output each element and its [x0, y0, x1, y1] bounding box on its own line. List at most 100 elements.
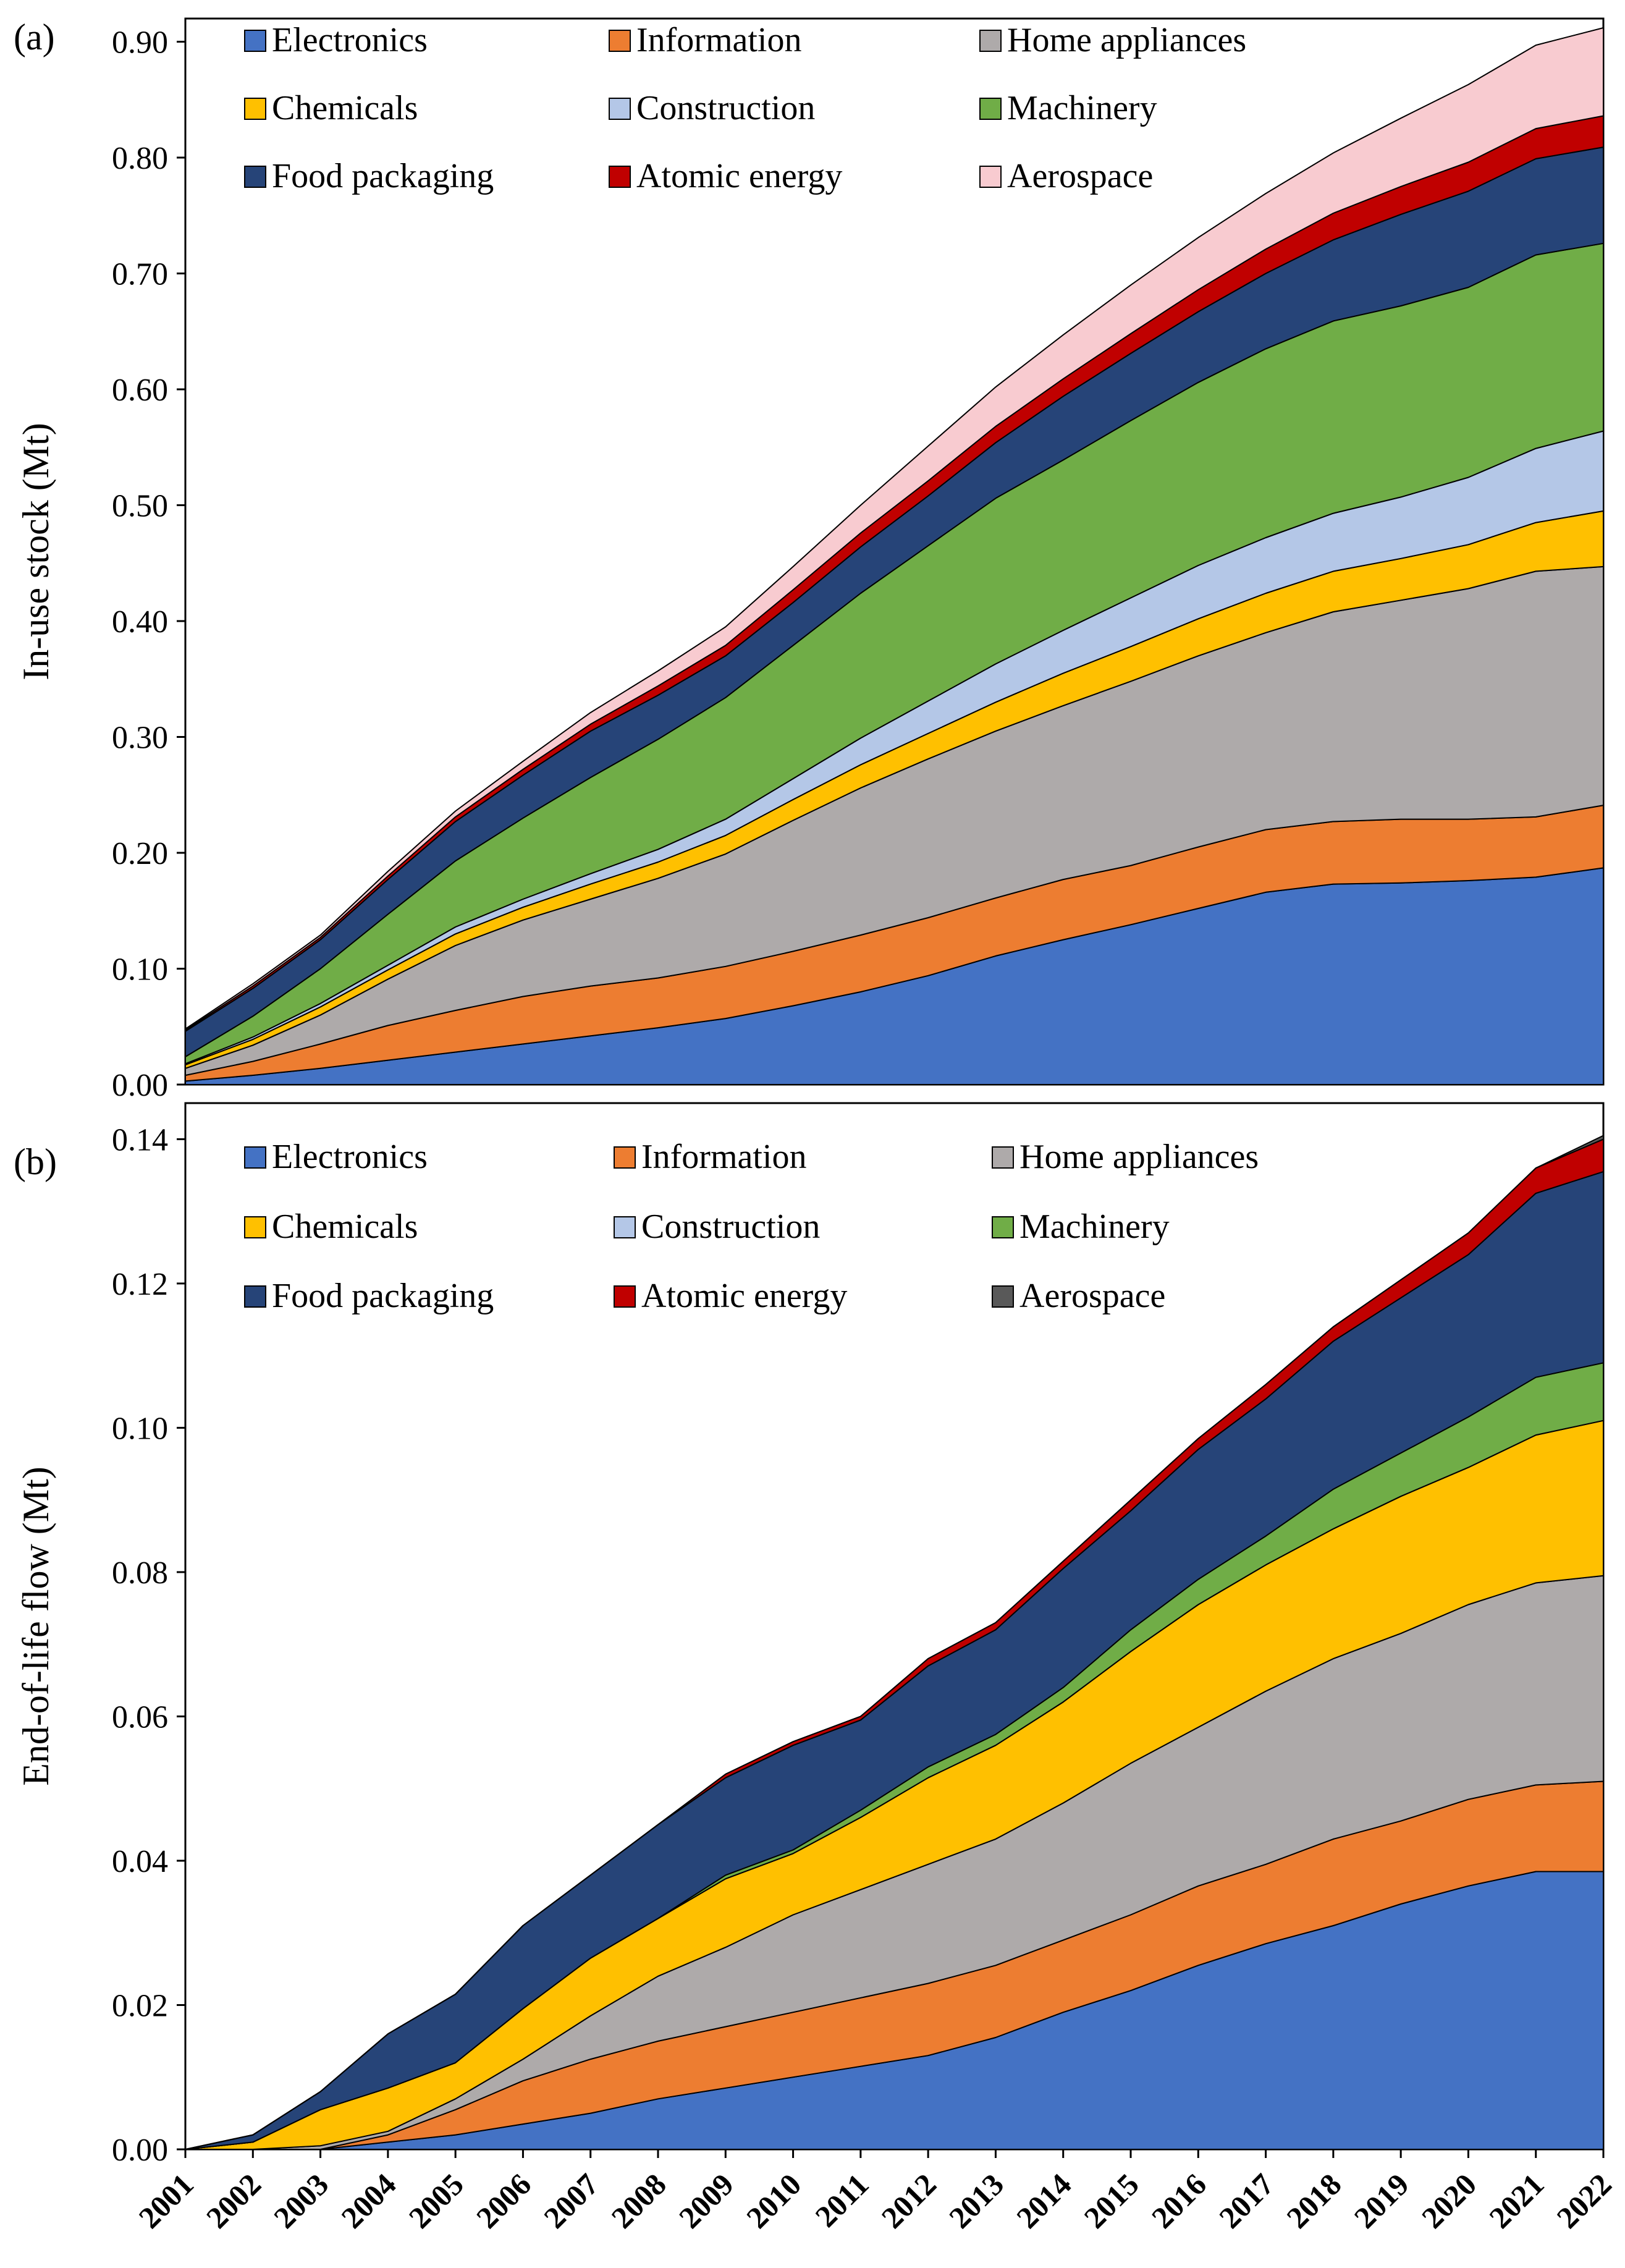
legend-label: Chemicals — [272, 1208, 418, 1246]
legend-item: Chemicals — [244, 1208, 418, 1246]
legend-item: Electronics — [244, 1138, 428, 1176]
y-tick-label: 0.08 — [112, 1555, 168, 1591]
y-tick-label: 0.14 — [112, 1122, 168, 1157]
x-tick-label: 2011 — [808, 2167, 875, 2233]
x-tick-label: 2006 — [470, 2167, 538, 2235]
legend-item: Food packaging — [244, 1277, 494, 1315]
area-aerospace — [185, 27, 1604, 1031]
legend-item: Machinery — [992, 1208, 1170, 1246]
legend-label: Information — [636, 21, 801, 59]
legend-swatch — [614, 1285, 636, 1308]
legend-label: Food packaging — [272, 157, 494, 195]
y-tick-label: 0.10 — [112, 1411, 168, 1446]
legend-swatch — [609, 98, 631, 120]
legend-swatch — [979, 166, 1002, 188]
y-tick-label: 0.06 — [112, 1699, 168, 1735]
x-tick-label: 2008 — [604, 2167, 672, 2235]
legend-swatch — [244, 1146, 266, 1169]
legend-item: Chemicals — [244, 89, 418, 127]
x-tick-label: 2002 — [200, 2167, 268, 2235]
x-tick-label: 2014 — [1010, 2167, 1078, 2235]
legend-label: Home appliances — [1019, 1138, 1259, 1176]
legend-item: Atomic energy — [609, 157, 842, 195]
legend-label: Aerospace — [1007, 157, 1153, 195]
legend-swatch — [244, 1285, 266, 1308]
legend-item: Information — [614, 1138, 806, 1176]
y-axis-label: End-of-life flow (Mt) — [15, 1466, 56, 1786]
y-tick-label: 0.00 — [112, 1068, 168, 1103]
legend-label: Atomic energy — [636, 157, 842, 195]
legend-item: Home appliances — [979, 21, 1246, 59]
y-tick-label: 0.80 — [112, 141, 168, 176]
legend-swatch — [979, 30, 1002, 52]
legend-label: Electronics — [272, 21, 428, 59]
x-tick-label: 2015 — [1077, 2167, 1145, 2235]
legend-swatch — [979, 98, 1002, 120]
legend-swatch — [992, 1216, 1014, 1238]
x-tick-label: 2013 — [942, 2167, 1010, 2235]
legend: Electronics Information Home appliances Che… — [244, 21, 1246, 195]
legend-label: Machinery — [1019, 1208, 1170, 1246]
y-tick-label: 0.40 — [112, 604, 168, 640]
legend-swatch — [244, 30, 266, 52]
legend-swatch — [244, 98, 266, 120]
legend-label: Construction — [636, 89, 815, 127]
x-tick-label: 2022 — [1550, 2167, 1618, 2235]
legend: Electronics Information Home appliances Che… — [244, 1138, 1259, 1315]
legend-item: Atomic energy — [614, 1277, 847, 1315]
legend-swatch — [614, 1146, 636, 1169]
x-tick-label: 2003 — [267, 2167, 335, 2235]
y-tick-label: 0.90 — [112, 25, 168, 61]
panel-label: (b) — [14, 1141, 57, 1182]
x-tick-label: 2001 — [132, 2167, 200, 2235]
legend-item: Information — [609, 21, 801, 59]
x-tick-label: 2020 — [1415, 2167, 1483, 2235]
x-tick-label: 2010 — [740, 2167, 808, 2235]
legend-item: Construction — [614, 1208, 820, 1246]
y-tick-label: 0.12 — [112, 1267, 168, 1302]
legend-swatch — [609, 30, 631, 52]
y-tick-label: 0.70 — [112, 257, 168, 292]
legend-swatch — [244, 1216, 266, 1238]
y-tick-label: 0.30 — [112, 721, 168, 756]
legend-swatch — [992, 1285, 1014, 1308]
panel-label: (a) — [14, 17, 55, 57]
area-aerospace — [185, 1135, 1604, 2150]
y-tick-label: 0.00 — [112, 2133, 168, 2168]
chart-panel-a: 0.00 0.10 0.20 0.30 0.40 0.50 0.60 0.70 0.80 0.90… — [14, 17, 1605, 1103]
legend-label: Chemicals — [272, 89, 418, 127]
legend-item: Machinery — [979, 89, 1157, 127]
x-tick-label: 2016 — [1145, 2167, 1213, 2235]
legend-label: Atomic energy — [641, 1277, 847, 1315]
x-tick-label: 2007 — [537, 2167, 605, 2235]
y-tick-label: 0.04 — [112, 1844, 168, 1879]
legend-swatch — [614, 1216, 636, 1238]
x-tick-label: 2019 — [1348, 2167, 1416, 2235]
x-tick-label: 2009 — [672, 2167, 740, 2235]
x-tick-label: 2012 — [875, 2167, 943, 2235]
legend-label: Machinery — [1007, 89, 1157, 127]
legend-label: Construction — [641, 1208, 820, 1246]
legend-item: Home appliances — [992, 1138, 1259, 1176]
legend-swatch — [244, 166, 266, 188]
legend-label: Electronics — [272, 1138, 428, 1176]
legend-label: Aerospace — [1019, 1277, 1165, 1315]
legend-label: Information — [641, 1138, 806, 1176]
x-tick-label: 2004 — [334, 2167, 402, 2235]
legend-label: Home appliances — [1007, 21, 1246, 59]
legend-item: Construction — [609, 89, 815, 127]
legend-swatch — [609, 166, 631, 188]
legend-label: Food packaging — [272, 1277, 494, 1315]
x-tick-label: 2018 — [1280, 2167, 1348, 2235]
legend-item: Electronics — [244, 21, 428, 59]
legend-swatch — [992, 1146, 1014, 1169]
x-tick-label: 2021 — [1482, 2167, 1550, 2235]
y-tick-label: 0.10 — [112, 952, 168, 988]
legend-item: Aerospace — [979, 157, 1153, 195]
y-tick-label: 0.50 — [112, 489, 168, 524]
legend-item: Food packaging — [244, 157, 494, 195]
x-tick-label: 2017 — [1212, 2167, 1280, 2235]
y-tick-label: 0.20 — [112, 836, 168, 871]
y-tick-label: 0.60 — [112, 373, 168, 408]
